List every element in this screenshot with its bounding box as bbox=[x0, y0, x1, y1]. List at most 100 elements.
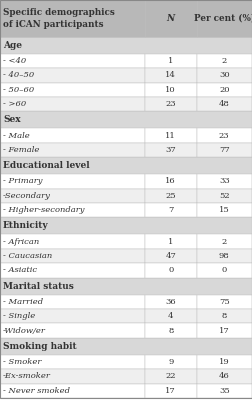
Bar bbox=[197, 188, 252, 203]
Bar bbox=[145, 143, 197, 157]
Bar bbox=[145, 384, 197, 398]
Text: - Primary: - Primary bbox=[3, 177, 42, 185]
Text: Per cent (%): Per cent (%) bbox=[194, 14, 252, 23]
Bar bbox=[197, 54, 252, 68]
Text: 98: 98 bbox=[219, 252, 230, 260]
Bar bbox=[0, 157, 252, 174]
Text: 11: 11 bbox=[165, 132, 176, 140]
Bar bbox=[197, 83, 252, 97]
Text: 47: 47 bbox=[165, 252, 176, 260]
Text: - Higher-secondary: - Higher-secondary bbox=[3, 206, 84, 214]
Text: 48: 48 bbox=[219, 100, 230, 108]
Text: 30: 30 bbox=[219, 72, 230, 80]
Bar bbox=[145, 174, 197, 188]
Text: -Widow/er: -Widow/er bbox=[3, 326, 45, 334]
Text: 35: 35 bbox=[219, 387, 230, 395]
Bar bbox=[0, 83, 145, 97]
Bar bbox=[197, 68, 252, 83]
Bar bbox=[0, 249, 145, 263]
Text: -Secondary: -Secondary bbox=[3, 192, 50, 200]
Bar bbox=[197, 143, 252, 157]
Text: 77: 77 bbox=[219, 146, 230, 154]
Bar bbox=[0, 174, 145, 188]
Text: 14: 14 bbox=[165, 72, 176, 80]
Bar bbox=[0, 323, 145, 338]
Bar bbox=[0, 278, 252, 294]
Bar bbox=[0, 0, 145, 37]
Bar bbox=[0, 234, 145, 249]
Text: 0: 0 bbox=[222, 266, 227, 274]
Text: 15: 15 bbox=[219, 206, 230, 214]
Text: 36: 36 bbox=[165, 298, 176, 306]
Text: 7: 7 bbox=[168, 206, 173, 214]
Bar bbox=[145, 203, 197, 218]
Text: 17: 17 bbox=[219, 326, 230, 334]
Text: - African: - African bbox=[3, 238, 39, 246]
Text: 46: 46 bbox=[219, 372, 230, 380]
Bar bbox=[145, 188, 197, 203]
Bar bbox=[197, 323, 252, 338]
Bar bbox=[197, 249, 252, 263]
Bar bbox=[197, 234, 252, 249]
Bar bbox=[197, 174, 252, 188]
Text: Sex: Sex bbox=[3, 116, 21, 124]
Text: Specific demographics
of iCAN participants: Specific demographics of iCAN participan… bbox=[3, 8, 115, 29]
Text: - Female: - Female bbox=[3, 146, 39, 154]
Bar bbox=[0, 188, 145, 203]
Text: 4: 4 bbox=[168, 312, 173, 320]
Text: 16: 16 bbox=[165, 177, 176, 185]
Text: Ethnicity: Ethnicity bbox=[3, 221, 49, 230]
Bar bbox=[145, 234, 197, 249]
Text: - Married: - Married bbox=[3, 298, 43, 306]
Bar bbox=[145, 263, 197, 278]
Bar bbox=[145, 294, 197, 309]
Bar bbox=[145, 249, 197, 263]
Text: 37: 37 bbox=[165, 146, 176, 154]
Text: - Asiatic: - Asiatic bbox=[3, 266, 37, 274]
Bar bbox=[0, 294, 145, 309]
Bar bbox=[197, 294, 252, 309]
Bar bbox=[0, 54, 145, 68]
Text: - Smoker: - Smoker bbox=[3, 358, 41, 366]
Bar bbox=[197, 355, 252, 369]
Bar bbox=[0, 68, 145, 83]
Bar bbox=[0, 355, 145, 369]
Bar bbox=[145, 369, 197, 384]
Bar bbox=[0, 263, 145, 278]
Text: Marital status: Marital status bbox=[3, 282, 74, 290]
Text: 0: 0 bbox=[168, 266, 173, 274]
Bar bbox=[197, 384, 252, 398]
Text: - Single: - Single bbox=[3, 312, 35, 320]
Text: 23: 23 bbox=[219, 132, 230, 140]
Text: - Caucasian: - Caucasian bbox=[3, 252, 52, 260]
Text: 10: 10 bbox=[165, 86, 176, 94]
Bar bbox=[0, 143, 145, 157]
Text: 2: 2 bbox=[222, 57, 227, 65]
Text: 1: 1 bbox=[168, 238, 173, 246]
Text: 8: 8 bbox=[168, 326, 173, 334]
Bar bbox=[145, 83, 197, 97]
Text: 20: 20 bbox=[219, 86, 230, 94]
Text: 22: 22 bbox=[166, 372, 176, 380]
Text: - >60: - >60 bbox=[3, 100, 26, 108]
Bar bbox=[0, 309, 145, 323]
Text: 75: 75 bbox=[219, 298, 230, 306]
Text: 17: 17 bbox=[165, 387, 176, 395]
Bar bbox=[145, 323, 197, 338]
Bar bbox=[145, 309, 197, 323]
Bar bbox=[0, 97, 145, 112]
Text: - 40–50: - 40–50 bbox=[3, 72, 34, 80]
Bar bbox=[197, 203, 252, 218]
Bar bbox=[197, 369, 252, 384]
Text: 52: 52 bbox=[219, 192, 230, 200]
Text: 2: 2 bbox=[222, 238, 227, 246]
Bar bbox=[0, 218, 252, 234]
Text: 1: 1 bbox=[168, 57, 173, 65]
Bar bbox=[0, 369, 145, 384]
Bar bbox=[0, 112, 252, 128]
Bar bbox=[145, 0, 197, 37]
Text: 33: 33 bbox=[219, 177, 230, 185]
Text: -Ex-smoker: -Ex-smoker bbox=[3, 372, 50, 380]
Text: 9: 9 bbox=[168, 358, 173, 366]
Bar bbox=[145, 355, 197, 369]
